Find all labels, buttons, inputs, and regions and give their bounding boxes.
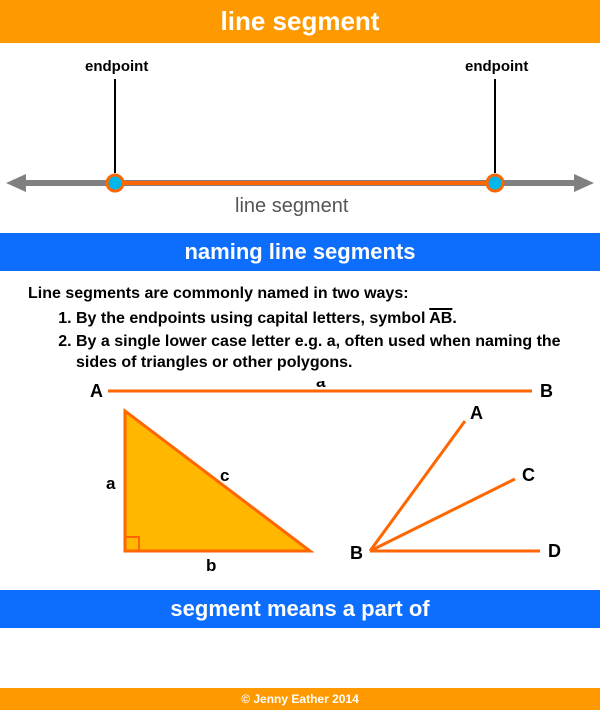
ray-D-label: D (548, 541, 561, 561)
naming-banner: naming line segments (0, 233, 600, 271)
list-item-1: By the endpoints using capital letters, … (76, 309, 572, 330)
seg-a-label: a (316, 381, 326, 391)
endpoint-right-label: endpoint (465, 58, 528, 75)
line-segment-diagram: endpoint endpoint line segment (0, 43, 600, 233)
seg-B-label: B (540, 381, 553, 401)
endpoint-left-label: endpoint (85, 58, 148, 75)
segment-caption: line segment (235, 195, 348, 218)
seg-A-label: A (90, 381, 103, 401)
li1-suffix: . (452, 310, 456, 327)
intro-text: Line segments are commonly named in two … (28, 285, 572, 303)
ray-C-label: C (522, 465, 535, 485)
tri-b-label: b (206, 556, 216, 575)
li1-symbol: AB (429, 310, 452, 327)
naming-content: Line segments are commonly named in two … (0, 271, 600, 373)
li1-prefix: By the endpoints using capital letters, … (76, 310, 429, 327)
tri-c-label: c (220, 466, 229, 485)
callout-line-left (114, 79, 116, 173)
meaning-banner: segment means a part of (0, 590, 600, 628)
ray-B-label: B (350, 543, 363, 563)
callout-line-right (494, 79, 496, 173)
ray-A-label: A (470, 403, 483, 423)
tri-a-label: a (106, 474, 116, 493)
title-banner: line segment (0, 0, 600, 43)
list-item-2: By a single lower case letter e.g. a, of… (76, 332, 572, 374)
examples-diagram: A B a a b c B A C D (0, 381, 600, 586)
footer-bar: © Jenny Eather 2014 (0, 688, 600, 710)
